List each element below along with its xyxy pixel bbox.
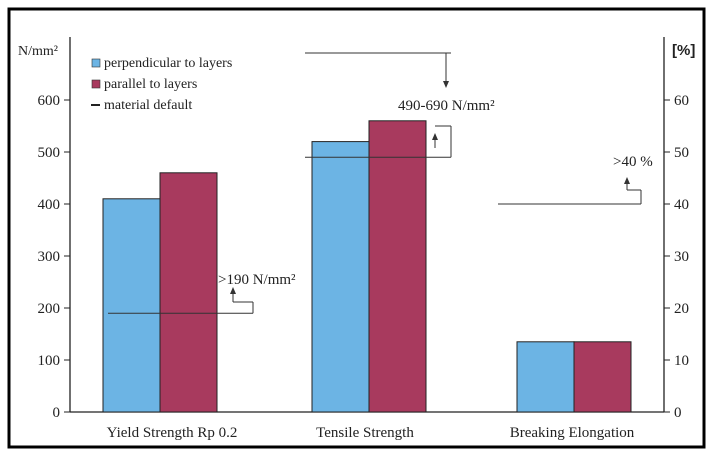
annotation-label-0: >190 N/mm² <box>218 272 296 288</box>
y-right-axis-title: [%] <box>672 42 695 59</box>
y-left-tick-label: 300 <box>38 249 61 265</box>
bar-parallel-1 <box>368 120 427 413</box>
legend-label-perpendicular: perpendicular to layers <box>104 56 232 71</box>
annotation-arrow-2 <box>624 177 630 184</box>
legend-label-default: material default <box>104 98 192 113</box>
annotation-label-2: >40 % <box>613 154 653 170</box>
y-left-tick-label: 200 <box>38 301 61 317</box>
annotation-arrow-1-up <box>432 133 438 140</box>
y-right-tick-label: 30 <box>674 249 689 265</box>
y-left-tick-label: 500 <box>38 145 61 161</box>
bar-perpendicular-2 <box>516 341 575 413</box>
y-right-tick-label: 10 <box>674 353 689 369</box>
material-default-group: >190 N/mm² 490-690 N/mm² >40 % <box>108 52 653 314</box>
bar-perpendicular-1 <box>311 141 370 413</box>
y-right-tick-label: 50 <box>674 145 689 161</box>
x-category-label: Tensile Strength <box>316 425 414 441</box>
y-left-tick-label: 400 <box>38 197 61 213</box>
category-labels: Yield Strength Rp 0.2 Tensile Strength Bre… <box>107 425 635 441</box>
upper-bound-arrow <box>443 81 449 88</box>
y-left-tick-label: 600 <box>38 93 61 109</box>
legend-swatch-perpendicular <box>91 58 101 68</box>
y-right-ticks: 0 10 20 30 40 50 60 <box>664 93 689 421</box>
y-right-tick-label: 40 <box>674 197 689 213</box>
y-left-tick-label: 100 <box>38 353 61 369</box>
legend-swatch-parallel <box>91 79 101 89</box>
legend: perpendicular to layers parallel to laye… <box>91 56 232 113</box>
y-right-tick-label: 20 <box>674 301 689 317</box>
y-right-tick-label: 60 <box>674 93 689 109</box>
annotation-label-1: 490-690 N/mm² <box>398 98 495 114</box>
y-left-tick-label: 0 <box>53 405 61 421</box>
y-left-ticks: 0 100 200 300 400 500 600 <box>38 93 70 421</box>
bar-parallel-2 <box>573 341 632 413</box>
annotation-arrow-0 <box>230 287 236 294</box>
y-left-axis-title: N/mm² <box>18 44 58 59</box>
x-category-label: Yield Strength Rp 0.2 <box>107 425 238 441</box>
x-category-label: Breaking Elongation <box>510 425 635 441</box>
legend-label-parallel: parallel to layers <box>104 77 197 92</box>
y-right-tick-label: 0 <box>674 405 682 421</box>
chart-border <box>7 7 706 449</box>
bar-parallel-0 <box>159 172 218 413</box>
bars-group <box>102 120 632 413</box>
bar-perpendicular-0 <box>102 198 161 413</box>
